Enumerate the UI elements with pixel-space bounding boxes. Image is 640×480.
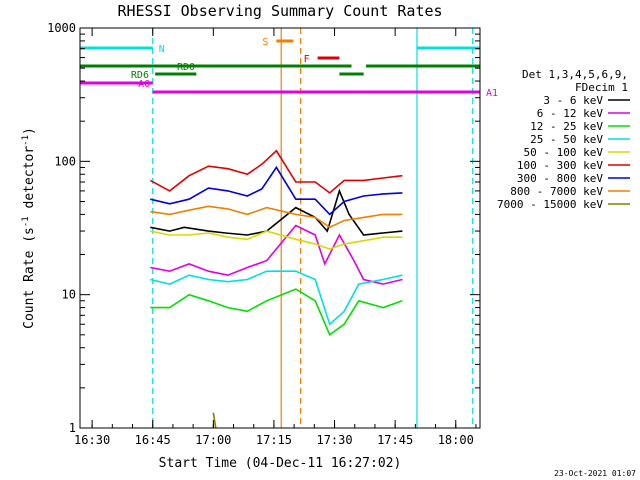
- legend-label-7: 800 - 7000 keV: [510, 185, 603, 198]
- x-axis-label: Start Time (04-Dec-11 16:27:02): [159, 456, 402, 471]
- flag-label-s: S: [262, 37, 268, 48]
- series-line-4: [150, 230, 403, 250]
- x-tick-label-2: 17:00: [195, 433, 231, 447]
- flag-label-f: F: [304, 54, 310, 65]
- legend-label-3: 25 - 50 keV: [530, 133, 603, 146]
- series-line-0: [150, 188, 403, 236]
- series-line-1: [150, 224, 403, 285]
- flag-label-a0: A0: [138, 79, 150, 90]
- legend-label-0: 3 - 6 keV: [543, 94, 603, 107]
- y-tick-label-0: 1: [69, 421, 76, 435]
- legend-label-8: 7000 - 15000 keV: [497, 198, 603, 211]
- legend-label-5: 100 - 300 keV: [517, 159, 603, 172]
- flag-label-rd0: RD0: [177, 62, 195, 73]
- series-line-2: [150, 288, 403, 337]
- legend-label-2: 12 - 25 keV: [530, 120, 603, 133]
- y-axis-label: Count Rate (s-1 detector-1): [21, 127, 37, 329]
- legend-label-1: 6 - 12 keV: [537, 107, 604, 120]
- flag-label-a1: A1: [486, 88, 498, 99]
- flag-label-n: N: [159, 44, 165, 55]
- legend-header-1: FDecim 1: [575, 81, 628, 94]
- flag-label-rd6: RD6: [131, 70, 149, 81]
- series-line-6: [150, 165, 403, 216]
- x-tick-label-6: 18:00: [438, 433, 474, 447]
- legend-header-0: Det 1,3,4,5,6,9,: [522, 68, 628, 81]
- plot-frame: [79, 27, 481, 429]
- x-tick-label-0: 16:30: [74, 433, 110, 447]
- x-tick-label-4: 17:30: [316, 433, 352, 447]
- chart-title: RHESSI Observing Summary Count Rates: [117, 2, 442, 20]
- x-tick-label-5: 17:45: [377, 433, 413, 447]
- series-line-5: [149, 149, 403, 194]
- series-line-8: [212, 412, 217, 429]
- y-tick-label-3: 1000: [47, 21, 76, 35]
- legend-label-6: 300 - 800 keV: [517, 172, 603, 185]
- y-tick-label-1: 10: [62, 288, 76, 302]
- footer-timestamp: 23-Oct-2021 01:07: [554, 469, 636, 478]
- series-line-3: [150, 270, 403, 326]
- x-tick-label-3: 17:15: [256, 433, 292, 447]
- series-line-7: [150, 205, 403, 229]
- y-tick-label-2: 100: [54, 154, 76, 168]
- x-tick-label-1: 16:45: [135, 433, 171, 447]
- legend-label-4: 50 - 100 keV: [524, 146, 604, 159]
